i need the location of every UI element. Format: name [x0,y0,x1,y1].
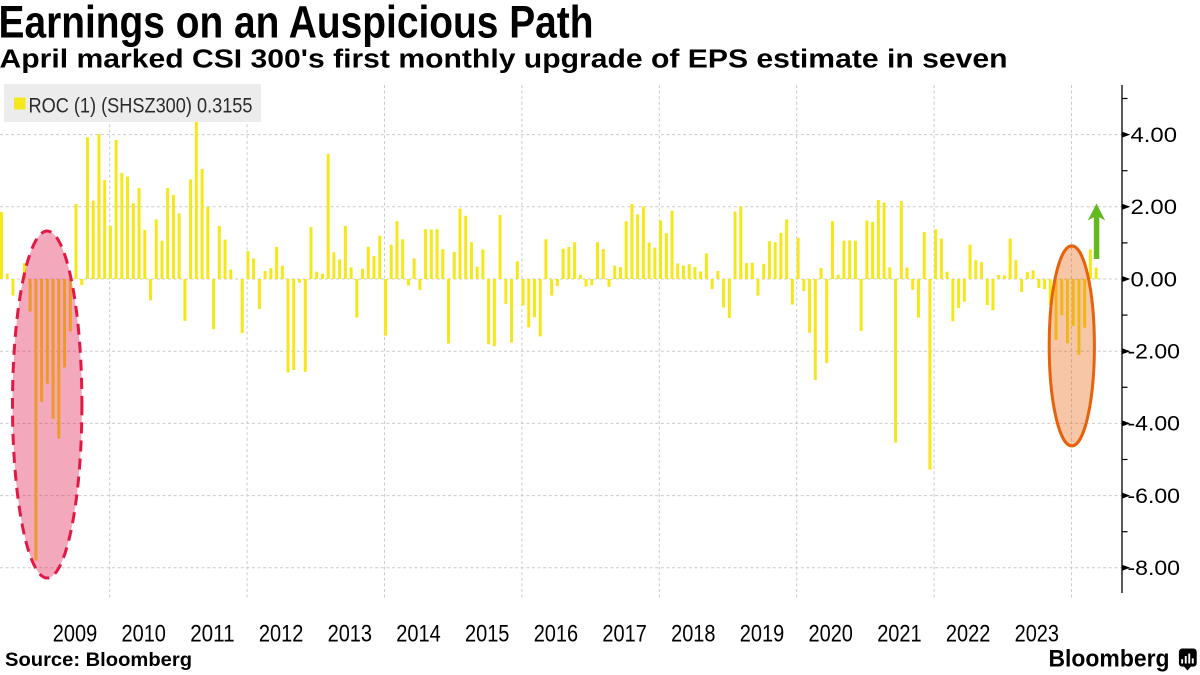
svg-text:2013: 2013 [328,621,372,648]
svg-text:2009: 2009 [53,621,97,648]
svg-text:Bloomberg: Bloomberg [1049,646,1170,673]
svg-text:-6.00: -6.00 [1128,484,1181,508]
svg-text:0.00: 0.00 [1131,267,1178,291]
svg-text:2022: 2022 [946,621,990,648]
svg-text:Source: Bloomberg: Source: Bloomberg [5,649,192,671]
svg-text:2023: 2023 [1015,621,1059,648]
svg-text:2015: 2015 [465,621,509,648]
svg-text:2017: 2017 [602,621,646,648]
svg-text:-4.00: -4.00 [1128,412,1181,436]
svg-text:4.00: 4.00 [1131,123,1178,147]
svg-text:2021: 2021 [877,621,921,648]
svg-text:-2.00: -2.00 [1128,340,1181,364]
svg-text:-8.00: -8.00 [1128,556,1181,580]
svg-text:2018: 2018 [671,621,715,648]
svg-text:2.00: 2.00 [1131,195,1178,219]
svg-text:2012: 2012 [259,621,303,648]
svg-text:ROC (1) (SHSZ300) 0.3155: ROC (1) (SHSZ300) 0.3155 [29,94,253,118]
svg-text:2016: 2016 [534,621,578,648]
svg-text:2011: 2011 [190,621,234,648]
svg-text:2020: 2020 [809,621,853,648]
svg-text:2019: 2019 [740,621,784,648]
svg-text:2014: 2014 [396,621,440,648]
svg-text:April marked CSI 300's first m: April marked CSI 300's first monthly upg… [0,45,1008,73]
svg-text:Earnings on an Auspicious Path: Earnings on an Auspicious Path [0,0,594,48]
svg-text:2010: 2010 [122,621,166,648]
